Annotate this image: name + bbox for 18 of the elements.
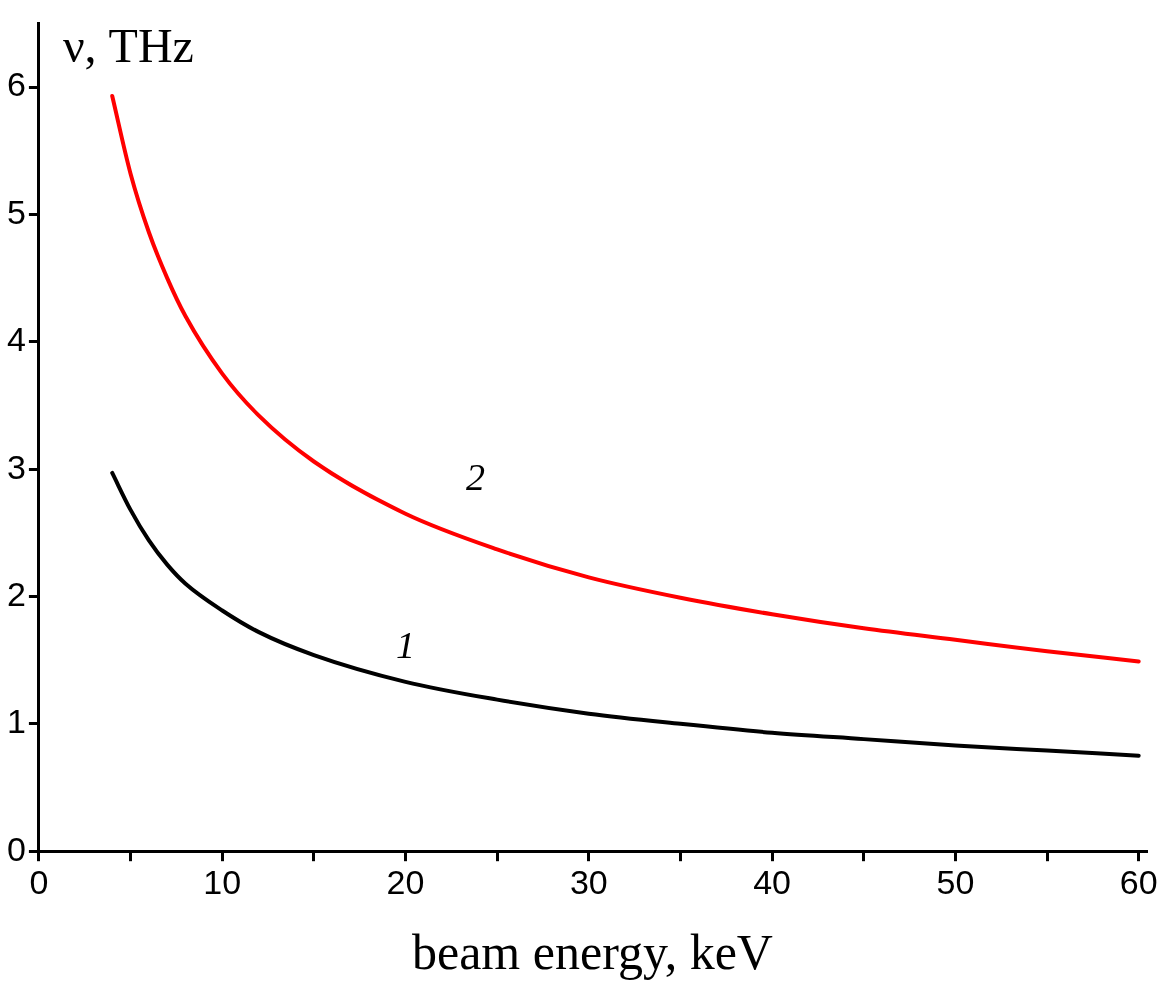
y-tick-label: 5 [6,192,26,231]
y-tick-label: 4 [6,320,26,359]
x-tick-label: 40 [753,862,791,901]
y-tick-label: 0 [6,829,26,868]
y-tick-label: 6 [6,65,26,104]
series-label: 1 [396,623,415,666]
y-axis-title: ν, THz [62,19,194,73]
x-tick-label: 30 [569,862,608,901]
line-series [110,93,1141,664]
x-tick-label: 60 [1119,862,1158,901]
y-tick-label: 3 [6,447,26,486]
y-tick-label: 1 [6,702,26,741]
x-tick-label: 10 [203,862,242,901]
y-tick-label: 2 [6,574,26,613]
x-axis-title: beam energy, keV [411,924,773,981]
series-label: 2 [466,455,485,498]
x-tick-label: 50 [936,862,975,901]
x-tick-label: 20 [386,862,425,901]
